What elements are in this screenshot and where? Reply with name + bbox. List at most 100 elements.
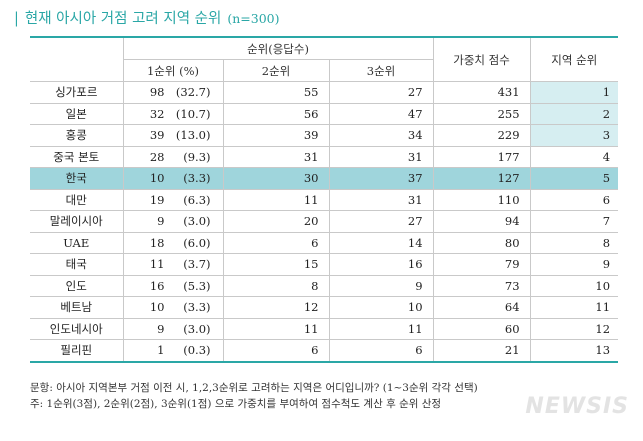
rank1-cell: 10 (3.3) bbox=[122, 167, 224, 190]
rank2-cell: 30 bbox=[222, 167, 330, 190]
row-label: UAE bbox=[30, 231, 124, 254]
region-rank-cell: 10 bbox=[529, 274, 619, 297]
rank1-count: 32 bbox=[149, 106, 165, 121]
rank2-cell: 20 bbox=[222, 210, 330, 233]
watermark-logo: NEWSIS bbox=[525, 394, 629, 419]
header-rank3: 3순위 bbox=[328, 59, 434, 82]
rank1-cell: 28 (9.3) bbox=[122, 145, 224, 168]
rank2-cell: 15 bbox=[222, 253, 330, 276]
region-rank-cell: 6 bbox=[529, 188, 619, 211]
table-row: 말레이시아 9 (3.0) 20 27 94 7 bbox=[30, 210, 619, 233]
region-rank-cell: 3 bbox=[529, 124, 619, 147]
row-label: 인도네시아 bbox=[30, 317, 124, 340]
region-rank-cell: 11 bbox=[529, 296, 619, 319]
header-rank1: 1순위 (%) bbox=[122, 59, 224, 82]
rank3-cell: 6 bbox=[328, 339, 434, 363]
rank2-cell: 11 bbox=[222, 188, 330, 211]
rank1-cell: 1 (0.3) bbox=[122, 339, 224, 363]
weighted-score-cell: 177 bbox=[432, 145, 531, 168]
weighted-score-cell: 127 bbox=[432, 167, 531, 190]
page-title: | 현재 아시아 거점 고려 지역 순위 (n=300) bbox=[14, 8, 280, 30]
rank1-count: 9 bbox=[157, 214, 165, 229]
table-row: 한국 10 (3.3) 30 37 127 5 bbox=[30, 167, 619, 190]
rank1-percent: (3.3) bbox=[183, 300, 211, 315]
rank3-cell: 10 bbox=[328, 296, 434, 319]
row-label: 베트남 bbox=[30, 296, 124, 319]
table-row: 베트남 10 (3.3) 12 10 64 11 bbox=[30, 296, 619, 319]
header-rank2: 2순위 bbox=[222, 59, 330, 82]
rank1-percent: (3.3) bbox=[183, 171, 211, 186]
rank1-count: 19 bbox=[149, 192, 165, 207]
ranking-table: 순위(응답수) 가중치 점수 지역 순위 1순위 (%) 2순위 3순위 싱가포… bbox=[30, 36, 619, 363]
region-rank-cell: 1 bbox=[529, 81, 619, 104]
row-label: 말레이시아 bbox=[30, 210, 124, 233]
rank3-cell: 31 bbox=[328, 188, 434, 211]
table-row: 싱가포르 98 (32.7) 55 27 431 1 bbox=[30, 81, 619, 104]
region-rank-cell: 2 bbox=[529, 102, 619, 125]
rank2-cell: 39 bbox=[222, 124, 330, 147]
row-label: 일본 bbox=[30, 102, 124, 125]
weighted-score-cell: 94 bbox=[432, 210, 531, 233]
title-bar: | bbox=[14, 11, 19, 27]
rank1-count: 18 bbox=[149, 235, 165, 250]
table-row: 일본 32 (10.7) 56 47 255 2 bbox=[30, 102, 619, 125]
header-blank bbox=[30, 36, 124, 82]
table-row: 태국 11 (3.7) 15 16 79 9 bbox=[30, 253, 619, 276]
rank1-count: 98 bbox=[149, 85, 165, 100]
region-rank-cell: 5 bbox=[529, 167, 619, 190]
rank3-cell: 27 bbox=[328, 210, 434, 233]
rank1-percent: (6.3) bbox=[183, 192, 211, 207]
rank1-count: 39 bbox=[149, 128, 165, 143]
rank2-cell: 56 bbox=[222, 102, 330, 125]
rank3-cell: 11 bbox=[328, 317, 434, 340]
rank1-percent: (13.0) bbox=[175, 128, 211, 143]
region-rank-cell: 4 bbox=[529, 145, 619, 168]
rank1-cell: 19 (6.3) bbox=[122, 188, 224, 211]
footnotes: 문항: 아시아 지역본부 거점 이전 시, 1,2,3순위로 고려하는 지역은 … bbox=[30, 380, 478, 412]
rank1-percent: (0.3) bbox=[183, 343, 211, 358]
rank2-cell: 11 bbox=[222, 317, 330, 340]
table-row: 중국 본토 28 (9.3) 31 31 177 4 bbox=[30, 145, 619, 168]
rank1-count: 10 bbox=[149, 171, 165, 186]
weighted-score-cell: 229 bbox=[432, 124, 531, 147]
rank2-cell: 12 bbox=[222, 296, 330, 319]
method-note: 주: 1순위(3점), 2순위(2점), 3순위(1점) 으로 가중치를 부여하… bbox=[30, 398, 442, 410]
header-group: 순위(응답수) bbox=[122, 36, 434, 60]
rank1-count: 10 bbox=[149, 300, 165, 315]
rank3-cell: 27 bbox=[328, 81, 434, 104]
region-rank-cell: 8 bbox=[529, 231, 619, 254]
rank1-count: 11 bbox=[149, 257, 165, 272]
rank1-percent: (6.0) bbox=[183, 235, 211, 250]
row-label: 태국 bbox=[30, 253, 124, 276]
weighted-score-cell: 79 bbox=[432, 253, 531, 276]
rank1-percent: (5.3) bbox=[183, 278, 211, 293]
rank3-cell: 37 bbox=[328, 167, 434, 190]
rank1-cell: 11 (3.7) bbox=[122, 253, 224, 276]
row-label: 필리핀 bbox=[30, 339, 124, 363]
rank1-cell: 98 (32.7) bbox=[122, 81, 224, 104]
rank1-cell: 32 (10.7) bbox=[122, 102, 224, 125]
title-text: 현재 아시아 거점 고려 지역 순위 bbox=[24, 11, 222, 27]
table-row: 인도 16 (5.3) 8 9 73 10 bbox=[30, 274, 619, 297]
rank1-percent: (3.7) bbox=[183, 257, 211, 272]
rank1-percent: (3.0) bbox=[183, 321, 211, 336]
row-label: 중국 본토 bbox=[30, 145, 124, 168]
region-rank-cell: 13 bbox=[529, 339, 619, 363]
rank1-count: 9 bbox=[157, 321, 165, 336]
table-row: UAE 18 (6.0) 6 14 80 8 bbox=[30, 231, 619, 254]
rank1-percent: (32.7) bbox=[175, 85, 211, 100]
rank3-cell: 9 bbox=[328, 274, 434, 297]
row-label: 한국 bbox=[30, 167, 124, 190]
rank2-cell: 31 bbox=[222, 145, 330, 168]
rank1-cell: 39 (13.0) bbox=[122, 124, 224, 147]
rank1-cell: 9 (3.0) bbox=[122, 317, 224, 340]
rank1-count: 1 bbox=[157, 343, 165, 358]
rank3-cell: 31 bbox=[328, 145, 434, 168]
weighted-score-cell: 431 bbox=[432, 81, 531, 104]
rank1-percent: (9.3) bbox=[183, 149, 211, 164]
weighted-score-cell: 21 bbox=[432, 339, 531, 363]
row-label: 싱가포르 bbox=[30, 81, 124, 104]
rank1-count: 16 bbox=[149, 278, 165, 293]
table-body: 싱가포르 98 (32.7) 55 27 431 1 일본 32 (10.7) 56 47 255 2 홍콩… bbox=[30, 81, 619, 363]
rank1-cell: 9 (3.0) bbox=[122, 210, 224, 233]
